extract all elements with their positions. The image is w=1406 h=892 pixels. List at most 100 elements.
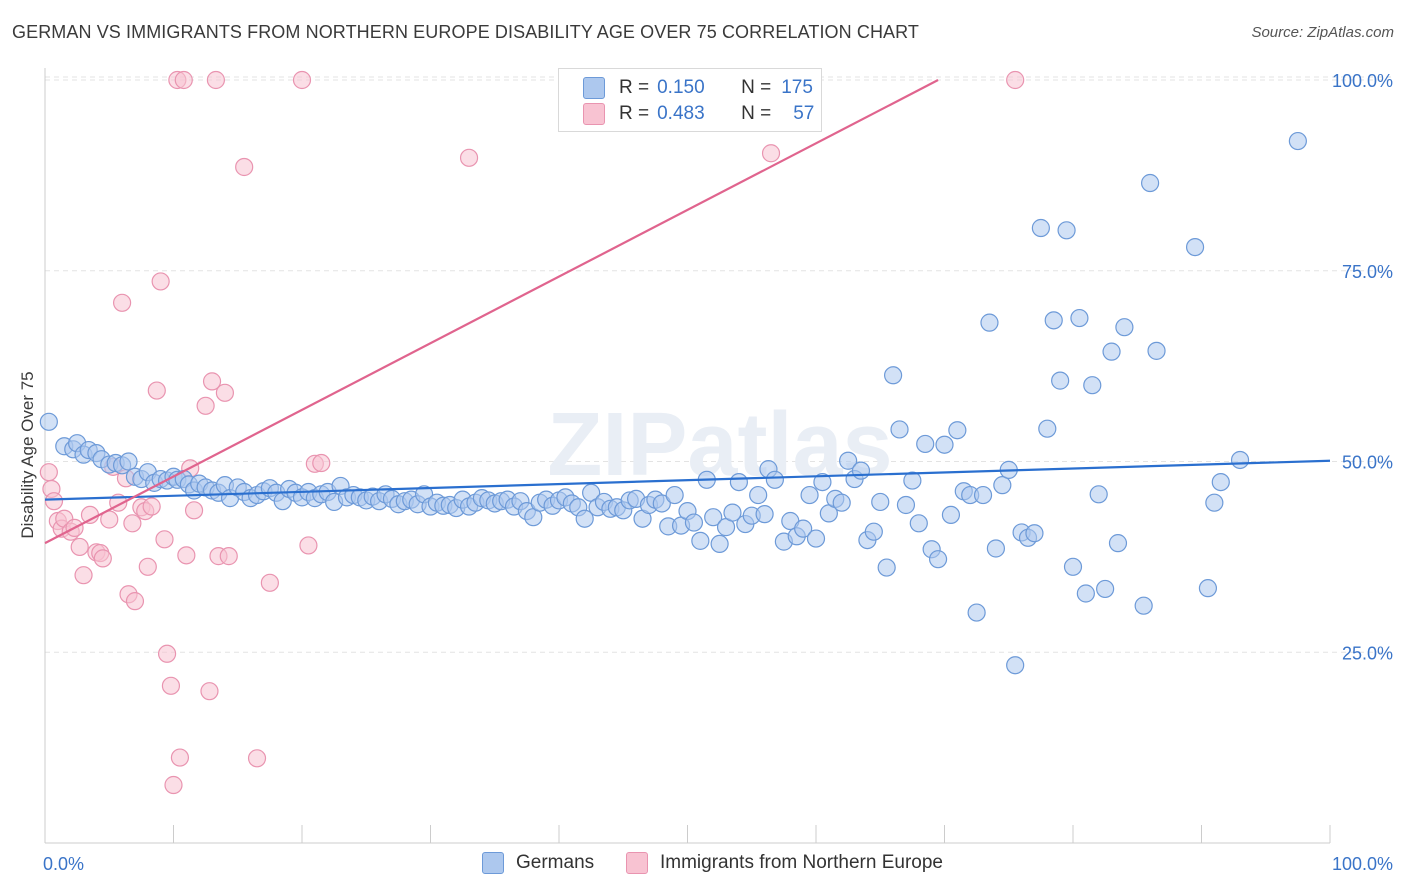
immigrants-point	[312, 453, 331, 473]
bottom-legend: Germans Immigrants from Northern Europe	[0, 852, 1406, 878]
germans-point	[1134, 596, 1153, 615]
germans-point	[729, 473, 749, 492]
y-tick-label: 75.0%	[1342, 262, 1393, 282]
germans-point	[883, 366, 903, 385]
legend-n-value: 57	[793, 103, 815, 124]
germans-point	[986, 539, 1006, 558]
immigrants-point	[151, 272, 170, 291]
germans-point	[119, 452, 138, 471]
immigrants-point	[177, 546, 196, 565]
legend-r-value: 0.150	[657, 77, 705, 98]
immigrants-point	[138, 557, 157, 576]
bottom-legend-label: Germans	[516, 852, 595, 873]
y-tick-label: 100.0%	[1332, 71, 1393, 91]
germans-point	[1147, 341, 1166, 360]
legend-n-label: N =	[741, 103, 772, 124]
germans-point	[813, 473, 832, 492]
immigrants-point	[292, 70, 312, 90]
germans-point	[1044, 311, 1063, 330]
correlation-legend: R = 0.150 N = 175 R = 0.483 N = 57	[558, 68, 822, 132]
germans-point	[1205, 493, 1224, 512]
germans-point	[928, 550, 948, 569]
germans-point	[1108, 534, 1128, 553]
immigrants-point	[1006, 70, 1025, 90]
germans-point	[1185, 237, 1205, 257]
source-label: Source: ZipAtlas.com	[1251, 24, 1394, 41]
immigrants-point	[147, 381, 166, 400]
blue-series	[39, 131, 1307, 675]
legend-row-immigrants: R = 0.483 N = 57	[583, 101, 814, 127]
germans-point	[864, 522, 883, 541]
germans-point	[1198, 579, 1218, 598]
germans-point	[665, 485, 684, 505]
tick-labels: 25.0% 50.0% 75.0% 100.0% 0.0% 100.0%	[43, 71, 1393, 874]
germans-point	[39, 412, 58, 431]
immigrants-point	[93, 549, 112, 568]
germans-point	[877, 558, 896, 577]
germans-point	[1211, 473, 1230, 492]
germans-point	[967, 603, 986, 622]
legend-n-label: N =	[741, 77, 772, 98]
germans-point	[765, 470, 784, 489]
trend-lines	[44, 79, 1331, 545]
legend-swatch-blue	[583, 77, 605, 99]
immigrants-point	[235, 157, 254, 177]
germans-point	[794, 519, 813, 538]
germans-point	[806, 529, 826, 548]
legend-r-label: R =	[619, 103, 650, 124]
germans-point	[909, 514, 928, 533]
germans-point	[903, 471, 922, 490]
germans-point	[1031, 218, 1050, 238]
germans-point	[941, 505, 961, 525]
germans-point	[704, 508, 723, 527]
germans-point	[839, 451, 858, 470]
germans-point	[710, 534, 729, 554]
germans-point	[652, 494, 671, 513]
immigrants-point	[123, 514, 142, 533]
germans-point	[1089, 485, 1108, 504]
immigrants-point	[44, 492, 64, 511]
germans-point	[691, 531, 710, 550]
germans-point	[1115, 318, 1134, 337]
germans-point	[993, 476, 1012, 495]
germans-point	[1083, 376, 1102, 395]
bottom-legend-immigrants: Immigrants from Northern Europe	[626, 852, 943, 874]
germans-point	[1070, 308, 1089, 328]
germans-point	[723, 503, 742, 522]
bottom-legend-germans: Germans	[482, 852, 594, 874]
immigrants-point	[247, 749, 267, 768]
axes	[44, 68, 1331, 844]
immigrants-point	[39, 463, 58, 482]
immigrants-trend-line	[44, 79, 939, 545]
immigrants-point	[219, 547, 238, 566]
immigrants-point	[459, 148, 479, 167]
bottom-legend-label: Immigrants from Northern Europe	[660, 852, 943, 873]
germans-point	[832, 493, 851, 512]
x-tick-label: 100.0%	[1332, 854, 1393, 874]
germans-point	[896, 495, 916, 515]
bottom-swatch-pink	[626, 852, 648, 874]
germans-point	[684, 513, 704, 532]
germans-point	[890, 420, 909, 439]
germans-point	[1096, 579, 1115, 599]
germans-point	[1288, 131, 1307, 151]
germans-point	[948, 421, 967, 440]
legend-r-label: R =	[619, 77, 650, 98]
legend-swatch-pink	[583, 103, 605, 125]
bottom-swatch-blue	[482, 852, 504, 874]
legend-r-value: 0.483	[657, 103, 705, 124]
germans-point	[1051, 371, 1070, 390]
y-tick-label: 50.0%	[1342, 453, 1393, 473]
immigrants-point	[157, 644, 177, 663]
germans-point	[1038, 419, 1057, 438]
immigrants-point	[74, 566, 93, 585]
chart-title: GERMAN VS IMMIGRANTS FROM NORTHERN EUROP…	[12, 22, 920, 42]
immigrants-point	[155, 530, 174, 549]
immigrants-point	[206, 70, 226, 90]
germans-point	[1102, 342, 1121, 361]
germans-trend-line	[44, 459, 1331, 501]
y-tick-label: 25.0%	[1342, 643, 1393, 663]
legend-n-value: 175	[781, 77, 813, 98]
immigrants-point	[260, 573, 279, 592]
germans-point	[1076, 584, 1095, 603]
